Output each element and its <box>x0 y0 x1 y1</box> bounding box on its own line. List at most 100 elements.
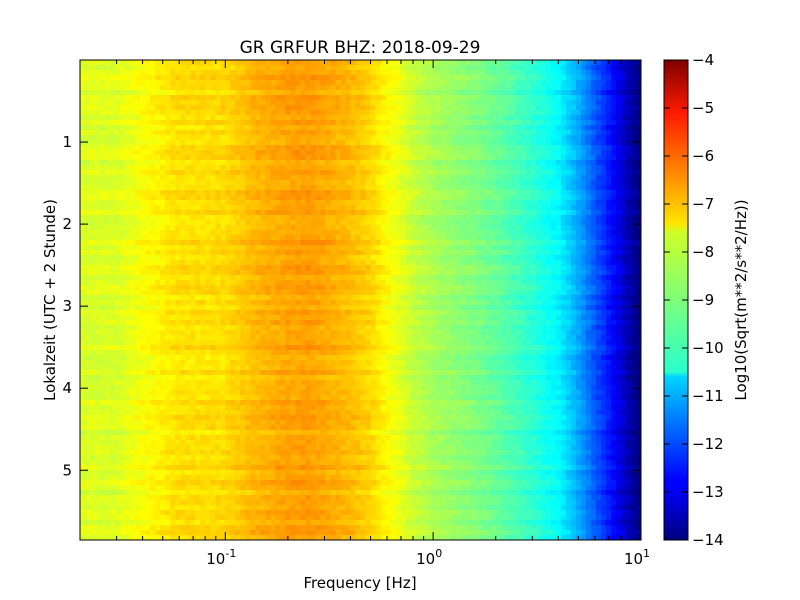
heatmap-cell <box>480 220 487 226</box>
heatmap-cell <box>95 105 101 111</box>
heatmap-cell <box>205 205 211 211</box>
heatmap-cell <box>610 90 617 96</box>
heatmap-cell <box>545 185 552 191</box>
heatmap-cell <box>500 100 507 106</box>
heatmap-cell <box>190 195 196 201</box>
heatmap-cell <box>305 75 312 81</box>
heatmap-cell <box>210 70 216 76</box>
heatmap-cell <box>570 145 577 151</box>
heatmap-cell <box>95 125 101 131</box>
heatmap-cell <box>230 125 236 131</box>
heatmap-cell <box>320 205 327 211</box>
heatmap-cell <box>485 195 492 201</box>
heatmap-cell <box>260 110 266 116</box>
heatmap-cell <box>405 175 412 181</box>
heatmap-cell <box>500 125 507 131</box>
heatmap-cell <box>455 85 462 91</box>
heatmap-cell <box>595 155 602 161</box>
heatmap-cell <box>320 65 327 71</box>
heatmap-cell <box>80 140 86 146</box>
heatmap-cell <box>220 70 226 76</box>
heatmap-cell <box>450 220 457 226</box>
heatmap-cell <box>350 135 357 141</box>
heatmap-cell <box>595 175 602 181</box>
heatmap-cell <box>240 115 246 121</box>
heatmap-cell <box>465 250 472 256</box>
heatmap-cell <box>120 80 126 86</box>
heatmap-cell <box>530 140 537 146</box>
heatmap-cell <box>460 75 467 81</box>
heatmap-cell <box>305 280 312 286</box>
heatmap-cell <box>310 250 317 256</box>
heatmap-cell <box>585 120 592 126</box>
heatmap-cell <box>620 175 627 181</box>
heatmap-cell <box>360 70 367 76</box>
heatmap-cell <box>410 225 417 231</box>
heatmap-cell <box>140 115 146 121</box>
heatmap-cell <box>175 210 181 216</box>
heatmap-cell <box>245 140 251 146</box>
heatmap-cell <box>195 95 201 101</box>
heatmap-cell <box>600 100 607 106</box>
heatmap-cell <box>160 105 166 111</box>
heatmap-cell <box>175 180 181 186</box>
heatmap-cell <box>600 115 607 121</box>
heatmap-cell <box>100 85 106 91</box>
heatmap-cell <box>215 245 221 251</box>
heatmap-cell <box>600 235 607 241</box>
heatmap-cell <box>310 125 317 131</box>
heatmap-cell <box>505 225 512 231</box>
heatmap-cell <box>370 275 377 281</box>
heatmap-cell <box>120 130 126 136</box>
heatmap-cell <box>235 140 241 146</box>
heatmap-cell <box>155 280 161 286</box>
heatmap-cell <box>170 75 176 81</box>
heatmap-cell <box>480 135 487 141</box>
heatmap-cell <box>510 190 517 196</box>
heatmap-cell <box>310 185 317 191</box>
heatmap-cell <box>115 100 121 106</box>
heatmap-cell <box>95 270 101 276</box>
heatmap-cell <box>185 65 191 71</box>
heatmap-cell <box>615 260 622 266</box>
heatmap-cell <box>240 250 246 256</box>
heatmap-cell <box>310 65 317 71</box>
heatmap-cell <box>335 145 342 151</box>
heatmap-cell <box>310 100 317 106</box>
heatmap-cell <box>535 135 542 141</box>
heatmap-cell <box>120 125 126 131</box>
heatmap-cell <box>215 85 221 91</box>
heatmap-cell <box>545 75 552 81</box>
heatmap-cell <box>500 120 507 126</box>
heatmap-cell <box>265 255 271 261</box>
heatmap-cell <box>300 75 306 81</box>
heatmap-cell <box>125 200 131 206</box>
heatmap-cell <box>595 135 602 141</box>
heatmap-cell <box>80 75 86 81</box>
heatmap-cell <box>450 150 457 156</box>
heatmap-cell <box>600 65 607 71</box>
heatmap-cell <box>285 95 291 101</box>
heatmap-cell <box>200 115 206 121</box>
heatmap-cell <box>280 140 286 146</box>
heatmap-cell <box>115 195 121 201</box>
heatmap-cell <box>470 75 477 81</box>
heatmap-cell <box>345 240 352 246</box>
heatmap-cell <box>390 235 397 241</box>
heatmap-cell <box>275 225 281 231</box>
heatmap-cell <box>355 75 362 81</box>
heatmap-cell <box>130 200 136 206</box>
heatmap-cell <box>265 140 271 146</box>
heatmap-cell <box>625 195 632 201</box>
heatmap-cell <box>600 205 607 211</box>
heatmap-cell <box>255 265 261 271</box>
heatmap-cell <box>110 205 116 211</box>
heatmap-cell <box>530 70 537 76</box>
heatmap-cell <box>405 130 412 136</box>
heatmap-cell <box>395 240 402 246</box>
heatmap-cell <box>510 125 517 131</box>
heatmap-cell <box>425 245 432 251</box>
heatmap-cell <box>85 230 91 236</box>
heatmap-cell <box>465 130 472 136</box>
heatmap-cell <box>270 165 276 171</box>
